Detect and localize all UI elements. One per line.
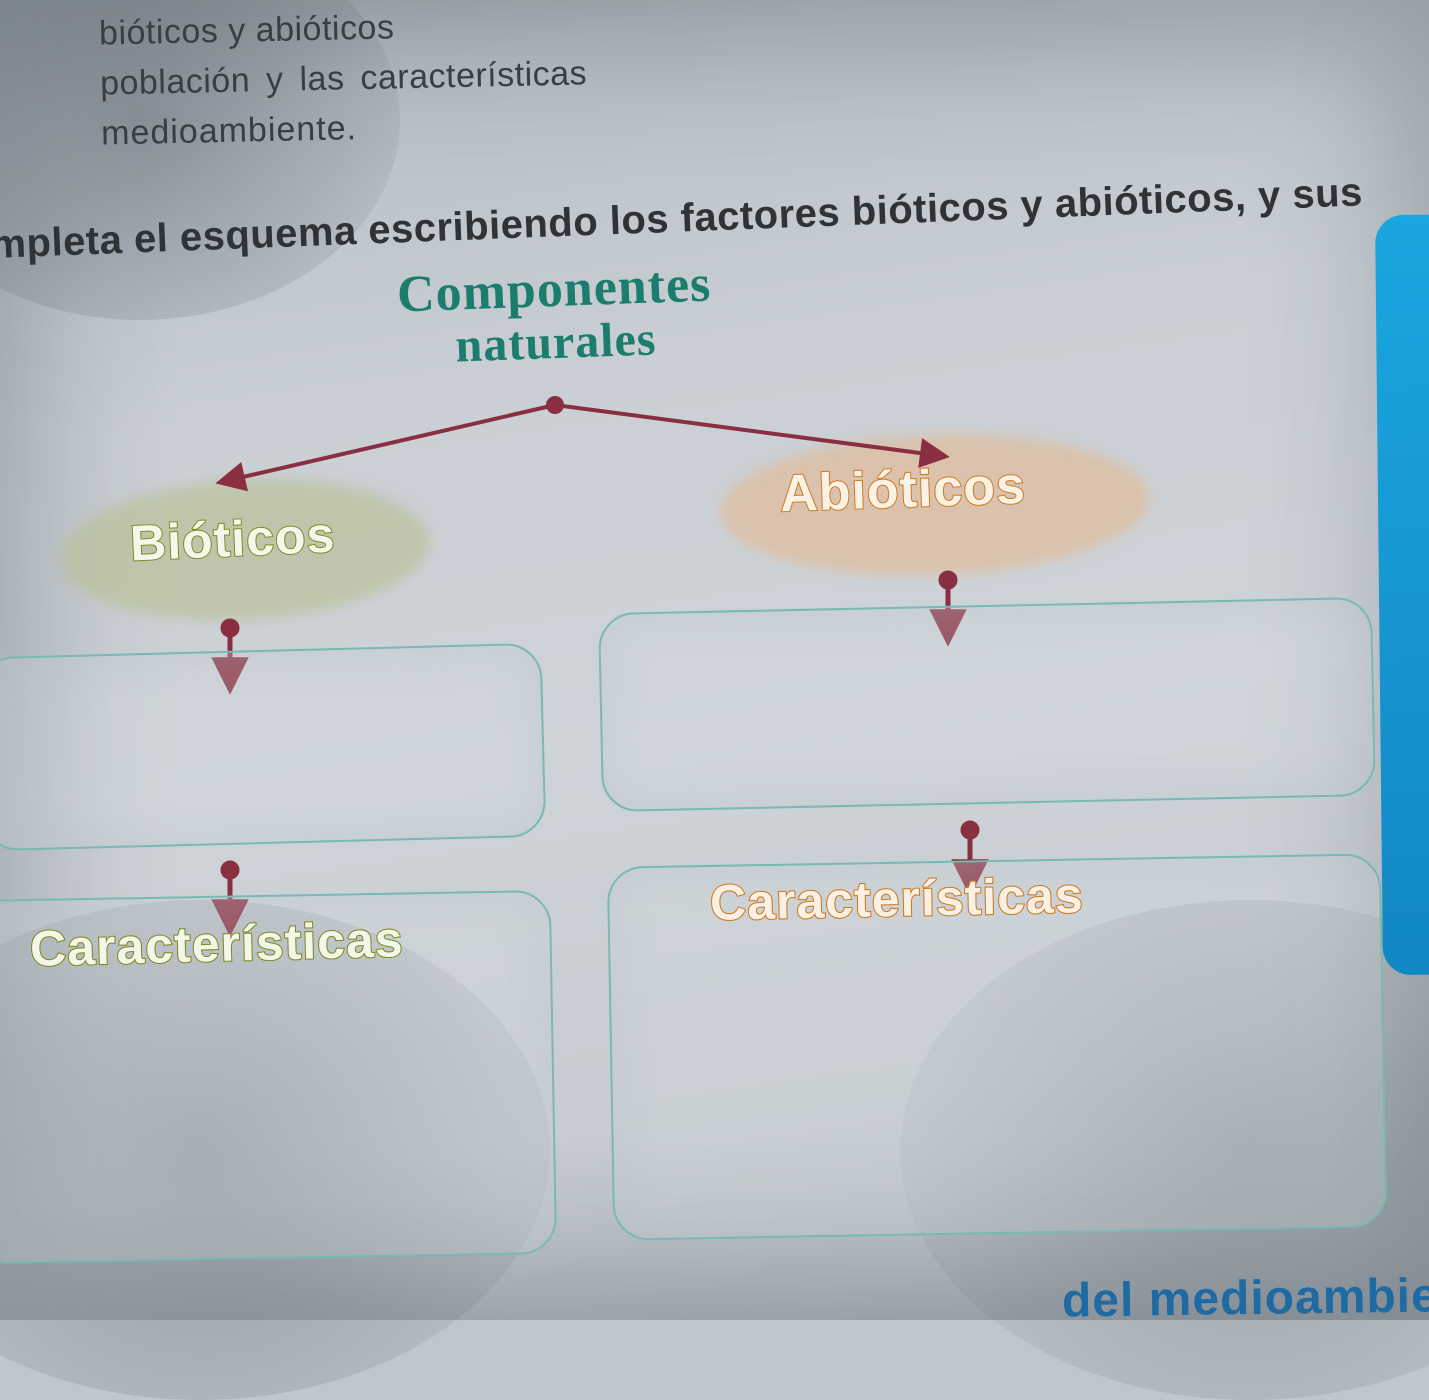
bioticos-factors-box[interactable] <box>0 643 546 852</box>
abioticos-factors-box[interactable] <box>598 597 1376 812</box>
bioticos-label: Bióticos <box>129 506 337 573</box>
diagram-title: Componentes naturales <box>278 250 832 379</box>
instruction-text: mpleta el esquema escribiendo los factor… <box>0 167 1429 268</box>
intro-text: bióticos y abióticos población y las car… <box>99 0 1202 157</box>
bioticos-characteristics-label-overlay: Características <box>29 910 404 978</box>
abioticos-characteristics-label-overlay: Características <box>709 866 1084 932</box>
abioticos-label: Abióticos <box>779 456 1027 525</box>
page: bióticos y abióticos población y las car… <box>0 0 1429 1320</box>
side-tab <box>1375 215 1429 976</box>
